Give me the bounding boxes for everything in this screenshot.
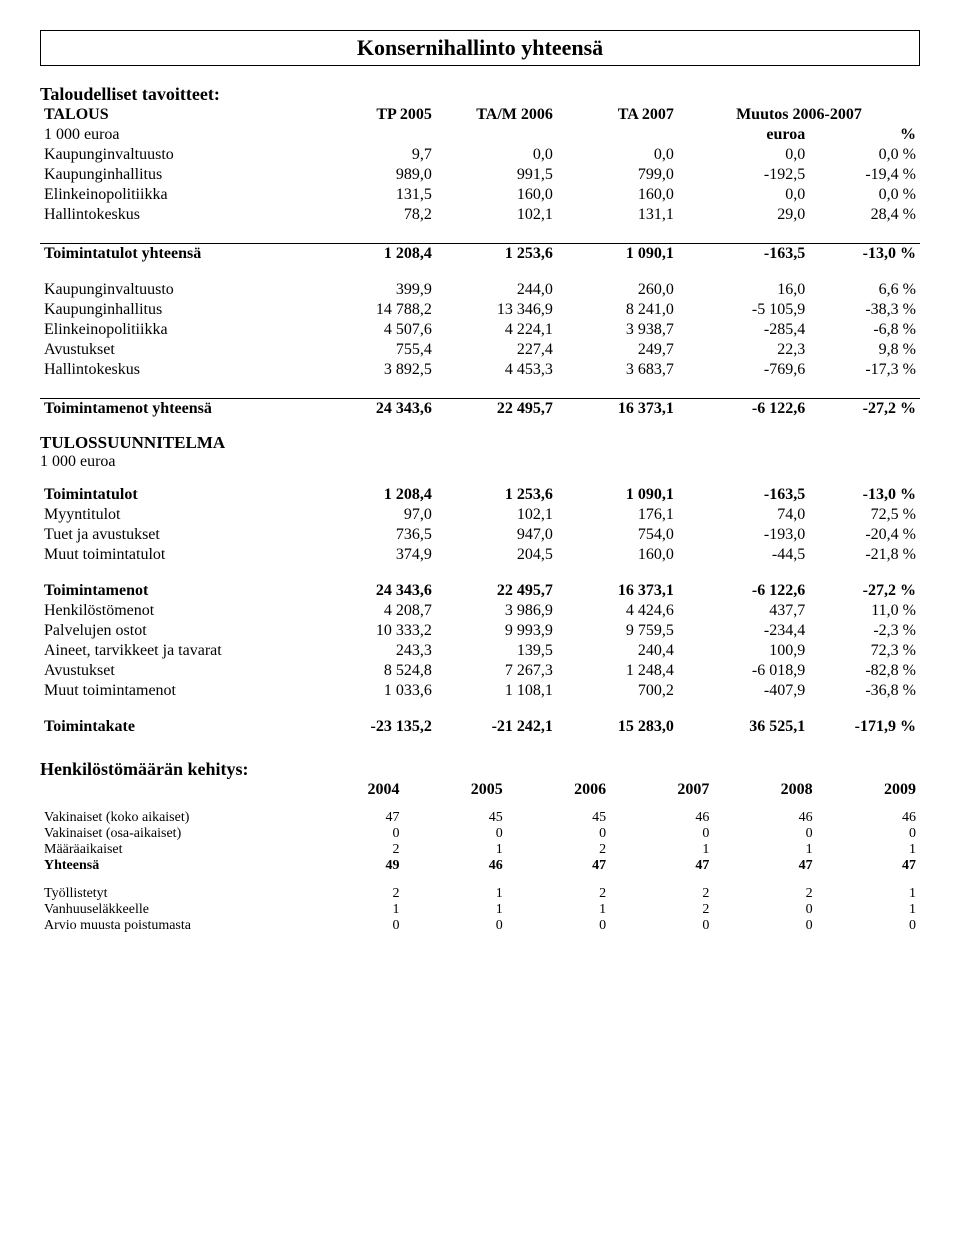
table-row: Elinkeinopolitiikka131,5160,0160,00,00,0… <box>40 185 920 205</box>
table-row: Vanhuuseläkkeelle111201 <box>40 902 920 918</box>
table-row: Kaupunginhallitus989,0991,5799,0-192,5-1… <box>40 165 920 185</box>
table-row: Kaupunginvaltuusto9,70,00,00,00,0 % <box>40 145 920 165</box>
table-row: Kaupunginhallitus14 788,213 346,98 241,0… <box>40 300 920 320</box>
tulossuunnitelma-heading: TULOSSUUNNITELMA <box>40 433 920 453</box>
table-row: Muut toimintamenot1 033,61 108,1700,2-40… <box>40 681 920 701</box>
table-row: Avustukset755,4227,4249,722,39,8 % <box>40 340 920 360</box>
table-row: Avustukset8 524,87 267,31 248,4-6 018,9-… <box>40 661 920 681</box>
table-row: Tuet ja avustukset736,5947,0754,0-193,0-… <box>40 525 920 545</box>
table-row: Palvelujen ostot10 333,29 993,99 759,5-2… <box>40 621 920 641</box>
table-row: Toimintamenot24 343,622 495,716 373,1-6 … <box>40 581 920 601</box>
table-row: Vakinaiset (osa-aikaiset)000000 <box>40 826 920 842</box>
table-row: Arvio muusta poistumasta000000 <box>40 918 920 934</box>
table-row: Toimintatulot1 208,41 253,61 090,1-163,5… <box>40 485 920 505</box>
table-row: Toimintakate-23 135,2-21 242,115 283,036… <box>40 717 920 737</box>
table-row: Määräaikaiset212111 <box>40 842 920 858</box>
table-row: Henkilöstömenot4 208,73 986,94 424,6437,… <box>40 601 920 621</box>
table-row: Muut toimintatulot374,9204,5160,0-44,5-2… <box>40 545 920 565</box>
table-row: Toimintatulot yhteensä1 208,41 253,61 09… <box>40 244 920 265</box>
table-row: Työllistetyt212221 <box>40 886 920 902</box>
table-row: Myyntitulot97,0102,1176,174,072,5 % <box>40 505 920 525</box>
section-heading-taloudelliset: Taloudelliset tavoitteet: <box>40 84 920 105</box>
table-row: Kaupunginvaltuusto399,9244,0260,016,06,6… <box>40 280 920 300</box>
table-row: Yhteensä494647474747 <box>40 858 920 874</box>
table-row: Hallintokeskus78,2102,1131,129,028,4 % <box>40 205 920 225</box>
table-row: Toimintamenot yhteensä24 343,622 495,716… <box>40 399 920 420</box>
table-row: Aineet, tarvikkeet ja tavarat243,3139,52… <box>40 641 920 661</box>
table-row: Elinkeinopolitiikka4 507,64 224,13 938,7… <box>40 320 920 340</box>
henkilosto-table: 200420052006200720082009Vakinaiset (koko… <box>40 780 920 934</box>
table-row: Vakinaiset (koko aikaiset)474545464646 <box>40 810 920 826</box>
page-title: Konsernihallinto yhteensä <box>40 30 920 66</box>
henkilosto-heading: Henkilöstömäärän kehitys: <box>40 759 920 780</box>
tulos-table: Toimintatulot1 208,41 253,61 090,1-163,5… <box>40 485 920 737</box>
table-row: Hallintokeskus3 892,54 453,33 683,7-769,… <box>40 360 920 380</box>
tulossuunnitelma-subheading: 1 000 euroa <box>40 453 920 471</box>
talous-table: TALOUSTP 2005TA/M 2006TA 2007Muutos 2006… <box>40 105 920 419</box>
